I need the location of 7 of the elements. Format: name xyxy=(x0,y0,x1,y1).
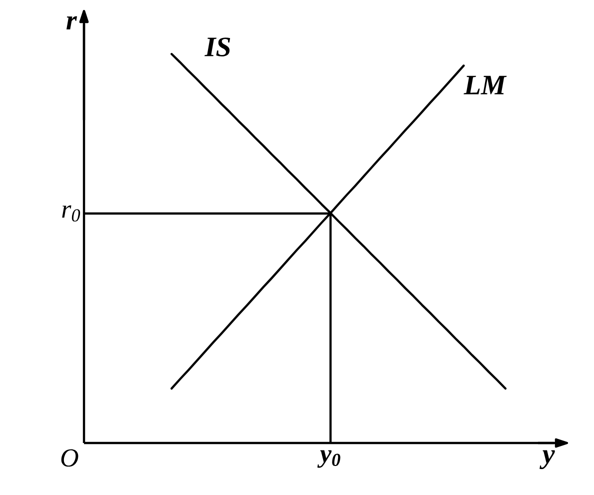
y-axis-title: r xyxy=(66,16,78,30)
series-label: LM xyxy=(464,76,507,94)
series-label: IS xyxy=(204,38,230,56)
text: O xyxy=(61,449,78,467)
text: y$_{0}$ xyxy=(317,450,340,468)
x-axis-title: y xyxy=(540,450,555,470)
ref-line-label: r$_{0}$ xyxy=(62,205,80,222)
